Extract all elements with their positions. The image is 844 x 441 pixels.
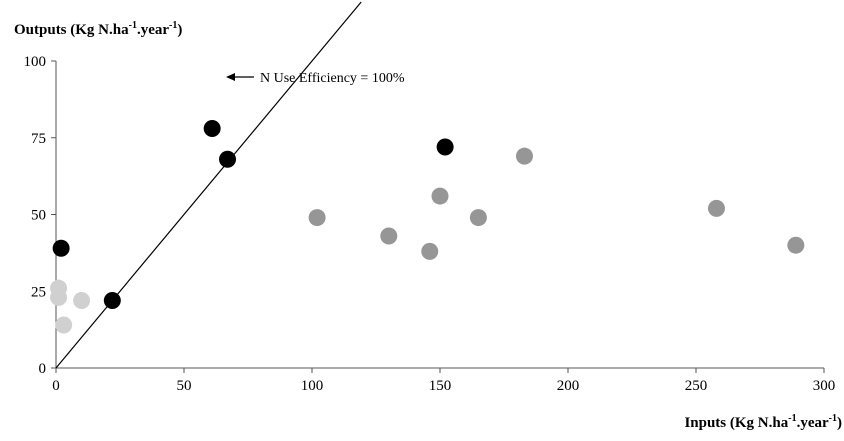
data-point-series-2 — [380, 227, 398, 245]
x-tick-label: 0 — [52, 378, 60, 394]
y-tick-label: 50 — [31, 208, 46, 224]
y-tick-label: 0 — [39, 361, 47, 377]
x-axis-title-end: ) — [837, 415, 842, 431]
reference-line-label: N Use Efficiency = 100% — [260, 71, 405, 86]
y-axis-title-sup1: -1 — [129, 20, 137, 31]
svg-text:Inputs (Kg N.ha-1.year-1): Inputs (Kg N.ha-1.year-1) — [684, 413, 842, 431]
x-tick-label: 100 — [301, 378, 324, 394]
reference-line — [55, 1, 362, 369]
x-tick-label: 150 — [429, 378, 452, 394]
y-axis-title-sup2: -1 — [169, 20, 177, 31]
x-axis-title-mid: .year — [797, 415, 829, 431]
y-axis-title-end: ) — [177, 22, 182, 38]
data-point-series-2 — [469, 209, 487, 227]
y-tick-label: 75 — [31, 131, 46, 147]
data-points — [50, 120, 805, 334]
data-point-series-1 — [219, 150, 237, 168]
x-tick-label: 250 — [685, 378, 708, 394]
y-axis-title: Outputs (Kg N.ha-1.year-1) — [14, 20, 182, 38]
data-point-series-3 — [55, 316, 73, 334]
data-point-series-1 — [103, 291, 121, 309]
x-axis-title-sup1: -1 — [788, 413, 796, 424]
data-point-series-1 — [52, 239, 70, 257]
svg-text:Outputs (Kg N.ha-1.year-1): Outputs (Kg N.ha-1.year-1) — [14, 20, 182, 38]
data-point-series-2 — [515, 147, 533, 165]
x-tick-label: 50 — [177, 378, 192, 394]
data-point-series-2 — [707, 199, 725, 217]
axes: 0 25 50 75 100 0 50 100 150 200 250 300 — [24, 54, 836, 394]
data-point-series-2 — [421, 242, 439, 260]
data-point-series-2 — [431, 187, 449, 205]
data-point-series-2 — [787, 236, 805, 254]
x-tick-label: 200 — [557, 378, 580, 394]
data-point-series-3 — [73, 291, 91, 309]
y-tick-label: 25 — [31, 284, 46, 300]
data-point-series-1 — [436, 138, 454, 156]
y-tick-label: 100 — [24, 54, 47, 70]
data-point-series-2 — [308, 209, 326, 227]
reference-line-group: N Use Efficiency = 100% — [55, 1, 405, 369]
y-axis-title-base: Outputs (Kg N.ha — [14, 22, 129, 38]
x-axis-title-base: Inputs (Kg N.ha — [684, 415, 788, 431]
x-axis-title-sup2: -1 — [829, 413, 837, 424]
annotation-arrow-head — [226, 73, 235, 81]
x-axis-title: Inputs (Kg N.ha-1.year-1) — [684, 413, 842, 431]
data-point-series-3 — [50, 288, 68, 306]
y-axis-title-mid: .year — [137, 22, 169, 38]
data-point-series-1 — [203, 120, 221, 138]
x-tick-label: 300 — [813, 378, 836, 394]
